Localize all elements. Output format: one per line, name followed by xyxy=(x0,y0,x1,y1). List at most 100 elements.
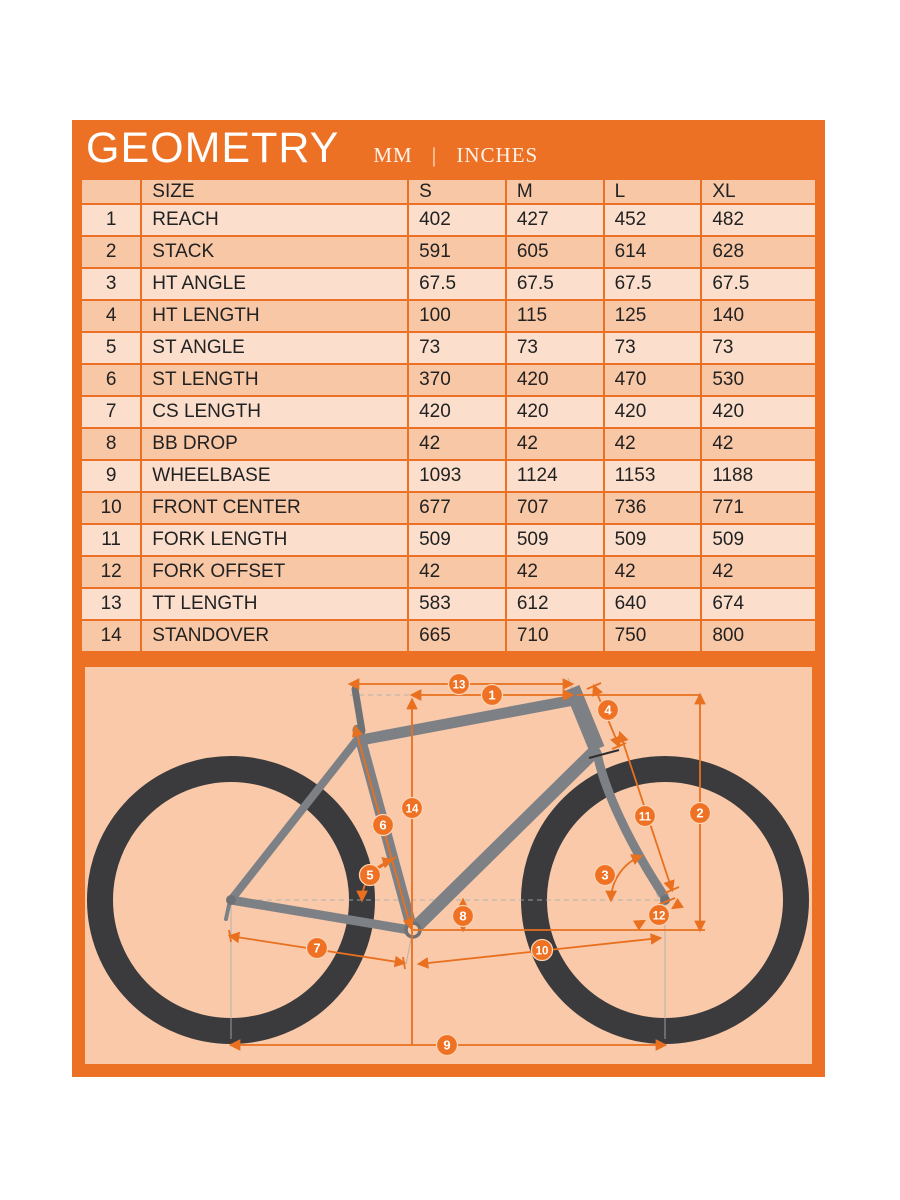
page-title: GEOMETRY xyxy=(86,124,340,172)
dimension-marker-number: 5 xyxy=(366,868,373,883)
down-tube xyxy=(407,745,601,936)
dimension-marker-number: 8 xyxy=(459,909,466,924)
row-label: FRONT CENTER xyxy=(140,491,410,525)
value-cell: 640 xyxy=(602,587,703,621)
row-number: 10 xyxy=(79,491,143,525)
bike-diagram-panel: 1 2 3 4 5 6 7 8 9 10 11 12 13 14 xyxy=(85,667,812,1064)
row-label: REACH xyxy=(140,203,410,237)
value-cell: 677 xyxy=(407,491,507,525)
dimension-marker-circle xyxy=(371,813,395,837)
dimension-marker-circle xyxy=(688,801,712,825)
value-cell: 1153 xyxy=(602,459,703,493)
units-label: MM | INCHES xyxy=(373,143,539,167)
column-header: XL xyxy=(700,178,817,205)
value-cell: 402 xyxy=(407,203,507,237)
value-cell: 100 xyxy=(407,299,507,333)
value-cell: 73 xyxy=(407,331,507,365)
dimension-marker-circle xyxy=(400,796,424,820)
value-cell: 42 xyxy=(700,555,817,589)
value-cell: 73 xyxy=(602,331,703,365)
table-row: 3 HT ANGLE 67.5 67.5 67.5 67.5 xyxy=(79,267,817,301)
table-row: 5 ST ANGLE 73 73 73 73 xyxy=(79,331,817,365)
row-label: TT LENGTH xyxy=(140,587,410,621)
value-cell: 125 xyxy=(602,299,703,333)
dimension-marker-circle xyxy=(447,672,471,696)
value-cell: 67.5 xyxy=(407,267,507,301)
dimension-marker-number: 12 xyxy=(653,911,666,923)
bike-frame xyxy=(224,684,669,936)
value-cell: 1124 xyxy=(504,459,605,493)
value-cell: 452 xyxy=(602,203,703,237)
dimension-marker-number: 4 xyxy=(604,703,612,718)
value-cell: 67.5 xyxy=(700,267,817,301)
dimension-marker-number: 11 xyxy=(639,812,652,824)
dimension-marker-circle xyxy=(596,698,620,722)
header: GEOMETRY MM | INCHES xyxy=(86,124,538,173)
value-cell: 427 xyxy=(504,203,605,237)
table-row: 11 FORK LENGTH 509 509 509 509 xyxy=(79,523,817,557)
row-number: 11 xyxy=(79,523,143,557)
value-cell: 1188 xyxy=(700,459,817,493)
dimension-marker-number: 13 xyxy=(453,680,466,692)
value-cell: 370 xyxy=(407,363,507,397)
table-row: 7 CS LENGTH 420 420 420 420 xyxy=(79,395,817,429)
value-cell: 509 xyxy=(700,523,817,557)
dimension-marker-number: 14 xyxy=(406,804,419,816)
row-number: 4 xyxy=(79,299,143,333)
value-cell: 771 xyxy=(700,491,817,525)
row-label: CS LENGTH xyxy=(140,395,410,429)
row-label: STANDOVER xyxy=(140,619,410,653)
column-header: SIZE xyxy=(140,178,410,205)
value-cell: 614 xyxy=(602,235,703,269)
seat-stay xyxy=(227,732,364,904)
value-cell: 1093 xyxy=(407,459,507,493)
value-cell: 710 xyxy=(504,619,605,653)
column-header-num xyxy=(79,178,143,205)
value-cell: 420 xyxy=(700,395,817,429)
value-cell: 530 xyxy=(700,363,817,397)
table-row: 10 FRONT CENTER 677 707 736 771 xyxy=(79,491,817,525)
value-cell: 42 xyxy=(700,427,817,461)
value-cell: 583 xyxy=(407,587,507,621)
row-number: 14 xyxy=(79,619,143,653)
measurement-lines xyxy=(227,678,706,1051)
dimension-marker-circle xyxy=(593,863,617,887)
dimension-marker-circle xyxy=(305,936,329,960)
row-label: STACK xyxy=(140,235,410,269)
value-cell: 420 xyxy=(504,395,605,429)
row-number: 2 xyxy=(79,235,143,269)
geometry-table: SIZE S M L XL 1 REACH 402 427 452 482 2 STACK 591 605… xyxy=(79,178,817,653)
value-cell: 665 xyxy=(407,619,507,653)
value-cell: 612 xyxy=(504,587,605,621)
value-cell: 470 xyxy=(602,363,703,397)
rear-hub xyxy=(226,895,236,905)
row-label: HT ANGLE xyxy=(140,267,410,301)
dimension-marker-number: 9 xyxy=(443,1038,450,1053)
row-number: 12 xyxy=(79,555,143,589)
value-cell: 800 xyxy=(700,619,817,653)
table-row: 6 ST LENGTH 370 420 470 530 xyxy=(79,363,817,397)
row-number: 13 xyxy=(79,587,143,621)
dimension-marker-number: 6 xyxy=(379,818,386,833)
row-number: 3 xyxy=(79,267,143,301)
dimension-marker-number: 10 xyxy=(536,946,549,958)
head-tube xyxy=(564,684,605,753)
column-header: M xyxy=(504,178,605,205)
table-row: 8 BB DROP 42 42 42 42 xyxy=(79,427,817,461)
value-cell: 605 xyxy=(504,235,605,269)
value-cell: 67.5 xyxy=(504,267,605,301)
table-row: 1 REACH 402 427 452 482 xyxy=(79,203,817,237)
seat-post xyxy=(351,685,366,735)
row-number: 8 xyxy=(79,427,143,461)
value-cell: 42 xyxy=(504,427,605,461)
table-header: SIZE S M L XL xyxy=(79,178,817,205)
value-cell: 707 xyxy=(504,491,605,525)
row-number: 7 xyxy=(79,395,143,429)
chain-stay xyxy=(226,895,415,935)
value-cell: 628 xyxy=(700,235,817,269)
value-cell: 420 xyxy=(407,395,507,429)
dimension-marker-circle xyxy=(358,863,382,887)
dimension-marker-circle xyxy=(451,904,475,928)
